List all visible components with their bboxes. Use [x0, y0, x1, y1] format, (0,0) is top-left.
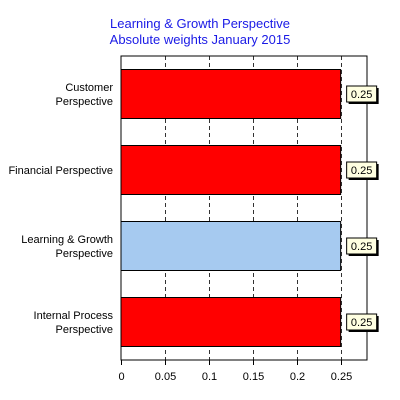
data-label: 0.25 [351, 165, 372, 177]
x-tick-label: 0 [118, 371, 124, 383]
x-tick-label: 0.05 [155, 371, 176, 383]
data-label: 0.25 [351, 241, 372, 253]
category-label: Learning & Growth [21, 234, 113, 246]
bar [121, 146, 341, 195]
category-label: Internal Process [34, 310, 114, 322]
category-label: Perspective [56, 324, 113, 336]
x-tick-label: 0.25 [331, 371, 352, 383]
category-label: Financial Perspective [8, 165, 113, 177]
category-label: Customer [65, 82, 113, 94]
category-labels: Customer Perspective Financial Perspective… [8, 82, 113, 336]
x-tick-label: 0.1 [202, 371, 217, 383]
bar [121, 298, 341, 347]
category-label: Perspective [56, 96, 113, 108]
x-axis: 0 0.05 0.1 0.15 0.2 0.25 [118, 360, 352, 383]
category-label: Perspective [56, 248, 113, 260]
data-label: 0.25 [351, 317, 372, 329]
bar [121, 222, 341, 271]
chart-title-line-1: Learning & Growth Perspective [110, 16, 290, 31]
bar [121, 70, 341, 119]
x-tick-label: 0.2 [290, 371, 305, 383]
x-tick-label: 0.15 [243, 371, 264, 383]
chart-title-line-2: Absolute weights January 2015 [110, 32, 291, 47]
data-label: 0.25 [351, 89, 372, 101]
